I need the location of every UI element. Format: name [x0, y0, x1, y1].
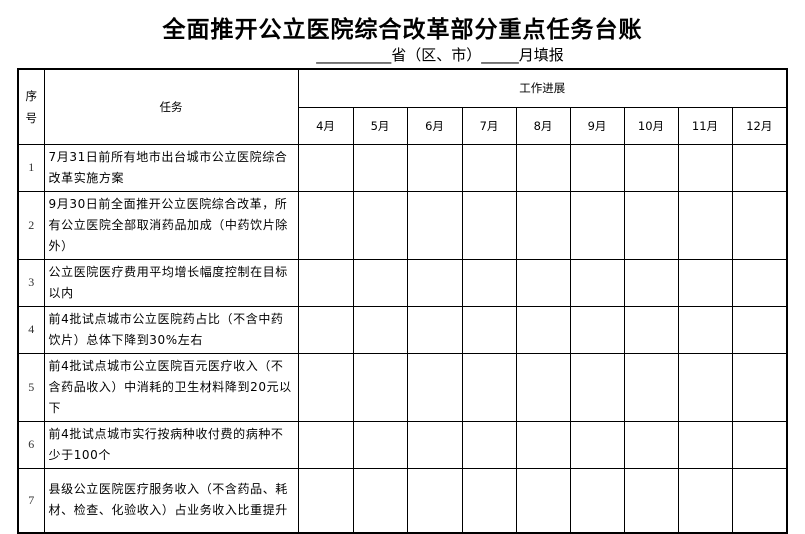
progress-cell[interactable] [352, 190, 408, 260]
progress-cell[interactable] [297, 305, 354, 354]
progress-cell[interactable] [623, 420, 679, 469]
progress-cell[interactable] [569, 305, 625, 354]
progress-cell[interactable] [406, 352, 463, 422]
progress-cell[interactable] [731, 143, 788, 192]
progress-cell[interactable] [677, 305, 733, 354]
progress-cell[interactable] [515, 305, 571, 354]
progress-cell[interactable] [569, 143, 625, 192]
row-index: 5 [17, 352, 45, 422]
row-index: 4 [17, 305, 45, 354]
row-index: 1 [17, 143, 45, 192]
progress-cell[interactable] [461, 305, 517, 354]
progress-cell[interactable] [731, 305, 788, 354]
header-index: 序号 [17, 68, 45, 145]
progress-cell[interactable] [297, 420, 354, 469]
progress-cell[interactable] [515, 190, 571, 260]
header-month: 11月 [677, 106, 733, 145]
header-month: 8月 [515, 106, 571, 145]
progress-cell[interactable] [297, 467, 354, 534]
progress-cell[interactable] [677, 143, 733, 192]
progress-cell[interactable] [731, 420, 788, 469]
row-index: 7 [17, 467, 45, 534]
progress-cell[interactable] [461, 352, 517, 422]
table-row: 1 7月31日前所有地市出台城市公立医院综合改革实施方案 [17, 143, 788, 192]
row-index: 2 [17, 190, 45, 260]
row-index: 6 [17, 420, 45, 469]
progress-cell[interactable] [515, 143, 571, 192]
row-task: 9月30日前全面推开公立医院综合改革，所有公立医院全部取消药品加成（中药饮片除外… [43, 190, 299, 260]
row-task: 前4批试点城市实行按病种收付费的病种不少于100个 [43, 420, 299, 469]
row-task: 公立医院医疗费用平均增长幅度控制在目标以内 [43, 258, 299, 307]
progress-cell[interactable] [623, 352, 679, 422]
header-month: 5月 [352, 106, 408, 145]
table-row: 5 前4批试点城市公立医院百元医疗收入（不含药品收入）中消耗的卫生材料降到20元以… [17, 352, 788, 422]
row-task: 前4批试点城市公立医院药占比（不含中药饮片）总体下降到30%左右 [43, 305, 299, 354]
table-row: 3 公立医院医疗费用平均增长幅度控制在目标以内 [17, 258, 788, 307]
progress-cell[interactable] [677, 420, 733, 469]
progress-cell[interactable] [461, 190, 517, 260]
task-ledger-table: 序号 任务 工作进展 4月 5月 6月 7月 8月 9月 10月 11月 12月 1 7月31日前… [17, 68, 789, 534]
page-title: 全面推开公立医院综合改革部分重点任务台账 [162, 17, 643, 43]
row-index: 3 [17, 258, 45, 307]
progress-cell[interactable] [461, 143, 517, 192]
header-month: 4月 [297, 106, 354, 145]
progress-cell[interactable] [623, 467, 679, 534]
page-subtitle: __________省（区、市）_____月填报 [316, 46, 564, 64]
progress-cell[interactable] [731, 190, 788, 260]
progress-cell[interactable] [352, 305, 408, 354]
header-month: 12月 [731, 106, 788, 145]
progress-cell[interactable] [406, 305, 463, 354]
header-progress: 工作进展 [297, 68, 788, 108]
row-task: 县级公立医院医疗服务收入（不含药品、耗材、检查、化验收入）占业务收入比重提升 [43, 467, 299, 534]
progress-cell[interactable] [623, 143, 679, 192]
row-task: 7月31日前所有地市出台城市公立医院综合改革实施方案 [43, 143, 299, 192]
header-task: 任务 [43, 68, 299, 145]
row-task: 前4批试点城市公立医院百元医疗收入（不含药品收入）中消耗的卫生材料降到20元以下 [43, 352, 299, 422]
progress-cell[interactable] [406, 143, 463, 192]
progress-cell[interactable] [677, 258, 733, 307]
progress-cell[interactable] [297, 258, 354, 307]
progress-cell[interactable] [515, 352, 571, 422]
progress-cell[interactable] [352, 258, 408, 307]
progress-cell[interactable] [352, 467, 408, 534]
progress-cell[interactable] [515, 467, 571, 534]
progress-cell[interactable] [569, 258, 625, 307]
progress-cell[interactable] [297, 190, 354, 260]
progress-cell[interactable] [569, 420, 625, 469]
progress-cell[interactable] [677, 190, 733, 260]
progress-cell[interactable] [623, 190, 679, 260]
header-month: 10月 [623, 106, 679, 145]
progress-cell[interactable] [731, 352, 788, 422]
progress-cell[interactable] [352, 352, 408, 422]
progress-cell[interactable] [297, 143, 354, 192]
progress-cell[interactable] [461, 420, 517, 469]
progress-cell[interactable] [677, 467, 733, 534]
progress-cell[interactable] [461, 467, 517, 534]
progress-cell[interactable] [569, 190, 625, 260]
progress-cell[interactable] [406, 467, 463, 534]
progress-cell[interactable] [461, 258, 517, 307]
progress-cell[interactable] [406, 190, 463, 260]
progress-cell[interactable] [623, 258, 679, 307]
table-row: 2 9月30日前全面推开公立医院综合改革，所有公立医院全部取消药品加成（中药饮片除… [17, 190, 788, 260]
header-month: 9月 [569, 106, 625, 145]
progress-cell[interactable] [406, 420, 463, 469]
table-row: 4 前4批试点城市公立医院药占比（不含中药饮片）总体下降到30%左右 [17, 305, 788, 354]
progress-cell[interactable] [677, 352, 733, 422]
table-row: 7 县级公立医院医疗服务收入（不含药品、耗材、检查、化验收入）占业务收入比重提升 [17, 467, 788, 534]
header-month: 7月 [461, 106, 517, 145]
progress-cell[interactable] [623, 305, 679, 354]
progress-cell[interactable] [731, 467, 788, 534]
progress-cell[interactable] [569, 352, 625, 422]
progress-cell[interactable] [352, 420, 408, 469]
progress-cell[interactable] [297, 352, 354, 422]
progress-cell[interactable] [406, 258, 463, 307]
progress-cell[interactable] [515, 420, 571, 469]
table-row: 6 前4批试点城市实行按病种收付费的病种不少于100个 [17, 420, 788, 469]
header-month: 6月 [406, 106, 463, 145]
progress-cell[interactable] [352, 143, 408, 192]
progress-cell[interactable] [515, 258, 571, 307]
progress-cell[interactable] [569, 467, 625, 534]
progress-cell[interactable] [731, 258, 788, 307]
